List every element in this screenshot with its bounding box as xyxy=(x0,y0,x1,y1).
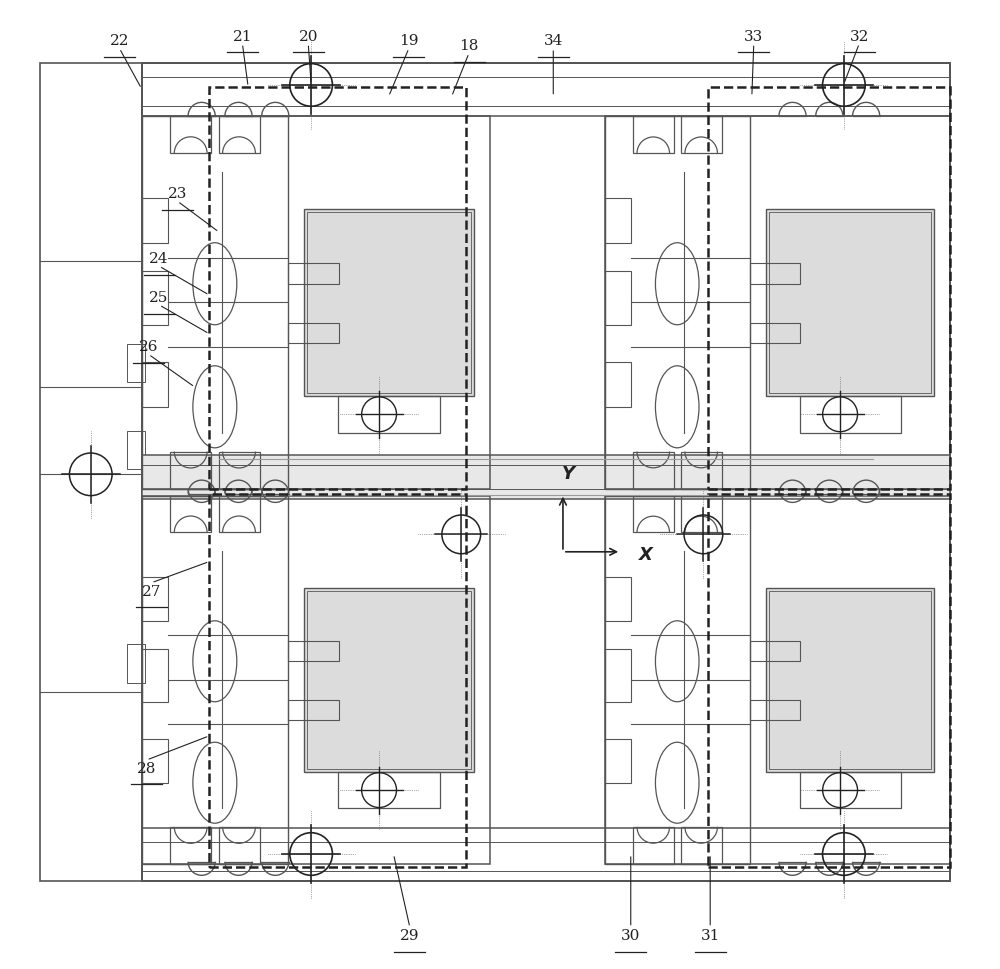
Bar xyxy=(288,701,339,720)
Text: 21: 21 xyxy=(233,29,252,44)
Bar xyxy=(209,494,466,866)
Bar xyxy=(338,396,440,433)
Text: 29: 29 xyxy=(400,928,420,943)
Text: 19: 19 xyxy=(399,34,419,48)
Bar xyxy=(142,117,288,489)
Bar xyxy=(142,496,288,863)
Bar xyxy=(304,210,474,396)
Bar xyxy=(708,494,950,866)
Bar xyxy=(170,827,211,863)
Bar xyxy=(170,453,211,489)
Text: 26: 26 xyxy=(139,340,158,354)
Bar xyxy=(142,496,490,863)
Bar xyxy=(605,199,631,243)
Bar xyxy=(750,641,800,662)
Bar xyxy=(307,213,471,393)
Bar xyxy=(605,271,631,326)
Bar xyxy=(288,641,339,662)
Bar xyxy=(681,117,722,154)
Bar xyxy=(708,88,950,489)
Bar xyxy=(127,431,145,470)
Bar xyxy=(750,264,800,285)
Text: 20: 20 xyxy=(298,29,318,44)
Bar xyxy=(170,496,211,533)
Bar xyxy=(338,772,440,809)
Bar xyxy=(142,271,168,326)
Bar xyxy=(127,344,145,383)
Bar xyxy=(800,772,901,809)
Bar xyxy=(142,738,168,783)
Text: 34: 34 xyxy=(544,34,563,48)
Text: 23: 23 xyxy=(168,187,187,202)
Bar xyxy=(769,591,931,769)
Bar xyxy=(681,496,722,533)
Text: 27: 27 xyxy=(142,584,161,598)
Bar xyxy=(605,117,750,489)
Bar xyxy=(633,827,674,863)
Bar xyxy=(605,577,631,621)
Bar xyxy=(633,453,674,489)
Bar xyxy=(288,264,339,285)
Bar xyxy=(766,210,934,396)
Bar xyxy=(800,396,901,433)
Text: 18: 18 xyxy=(459,39,479,53)
Text: Y: Y xyxy=(562,464,575,483)
Bar xyxy=(307,591,471,769)
Text: 28: 28 xyxy=(137,761,156,775)
Bar xyxy=(605,362,631,407)
Bar xyxy=(127,644,145,683)
Bar xyxy=(142,828,950,881)
Text: X: X xyxy=(639,546,652,563)
Text: 25: 25 xyxy=(149,291,169,304)
Bar xyxy=(681,827,722,863)
Bar xyxy=(170,117,211,154)
Text: 33: 33 xyxy=(744,29,763,44)
Bar xyxy=(304,588,474,772)
Text: 31: 31 xyxy=(701,928,720,943)
Bar xyxy=(766,588,934,772)
Bar xyxy=(288,324,339,344)
Bar xyxy=(769,213,931,393)
Text: 22: 22 xyxy=(110,34,129,48)
Bar xyxy=(209,88,466,489)
Bar xyxy=(605,738,631,783)
Bar xyxy=(750,324,800,344)
Bar xyxy=(219,496,260,533)
Bar xyxy=(142,64,950,117)
Bar xyxy=(605,496,750,863)
Bar xyxy=(605,496,950,863)
Bar xyxy=(605,117,950,489)
Bar xyxy=(142,649,168,702)
Text: 24: 24 xyxy=(149,252,169,266)
Bar xyxy=(750,701,800,720)
Bar xyxy=(142,199,168,243)
Text: 32: 32 xyxy=(850,29,869,44)
Bar xyxy=(142,64,950,881)
Bar xyxy=(142,362,168,407)
Bar xyxy=(142,455,950,499)
Bar xyxy=(142,117,490,489)
Bar xyxy=(142,577,168,621)
Bar xyxy=(681,453,722,489)
Bar xyxy=(40,64,142,881)
Bar xyxy=(633,117,674,154)
Bar xyxy=(633,496,674,533)
Bar xyxy=(219,453,260,489)
Text: 30: 30 xyxy=(621,928,640,943)
Bar xyxy=(219,117,260,154)
Bar xyxy=(605,649,631,702)
Bar xyxy=(219,827,260,863)
